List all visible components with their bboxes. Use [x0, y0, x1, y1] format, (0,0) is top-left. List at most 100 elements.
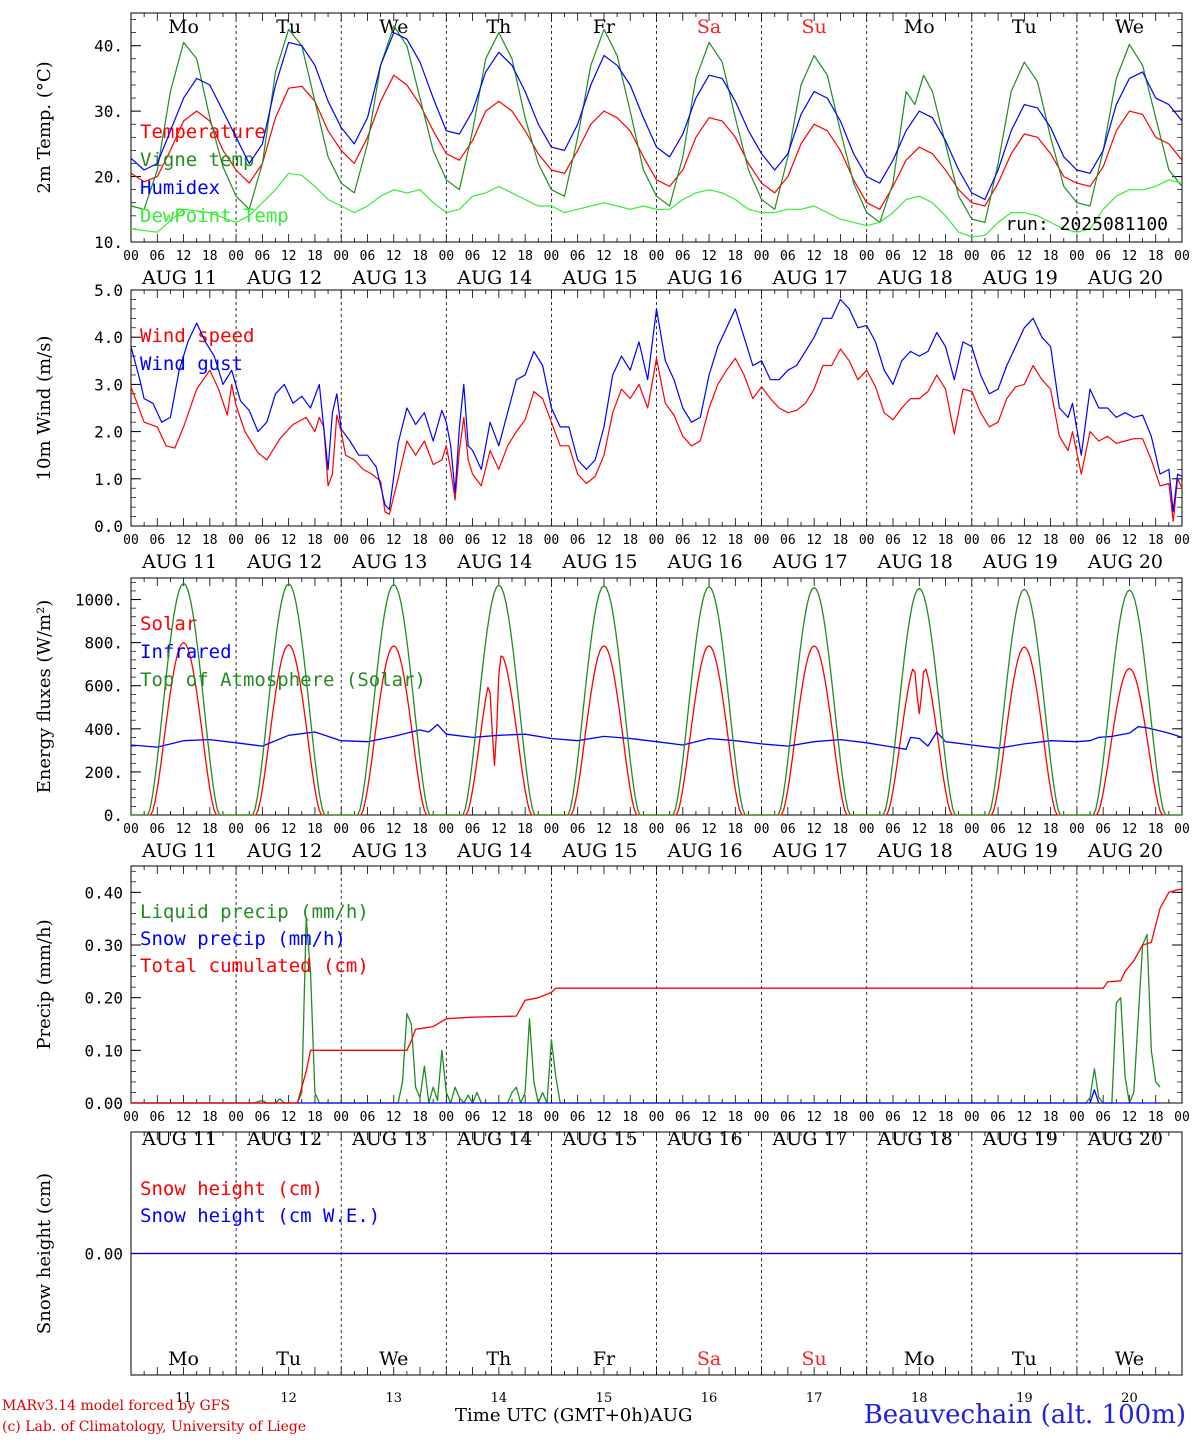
precip-hour-label: 00	[544, 1110, 560, 1125]
precip-hour-label: 00	[123, 1110, 139, 1125]
precip-hour-label: 12	[1122, 1110, 1138, 1125]
precip-hour-label: 18	[202, 1110, 218, 1125]
wind-hour-label: 06	[360, 533, 376, 548]
energy-hour-label: 12	[281, 822, 297, 837]
temperature-hour-label: 06	[885, 249, 901, 264]
temperature-weekday-label: Tu	[276, 16, 301, 38]
temperature-hour-label: 06	[570, 249, 586, 264]
energy-hour-label: 06	[990, 822, 1006, 837]
precip-legend-entry: Snow precip (mm/h)	[140, 928, 346, 950]
precip-hour-label: 12	[806, 1110, 822, 1125]
wind-y-tick-label: 1.0	[94, 470, 123, 489]
energy-hour-label: 06	[1095, 822, 1111, 837]
temperature-hour-label: 06	[255, 249, 271, 264]
temperature-date-label: AUG 12	[246, 267, 322, 289]
precip-hour-label: 18	[727, 1110, 743, 1125]
wind-y-tick-label: 3.0	[94, 375, 123, 394]
energy-hour-label: 00	[228, 822, 244, 837]
day-number-label: 11	[175, 1391, 192, 1406]
snow-weekday-label: We	[379, 1348, 408, 1370]
snow-legend-entry: Snow height (cm W.E.)	[140, 1205, 380, 1227]
precip-hour-label: 18	[307, 1110, 323, 1125]
precip-hour-label: 06	[255, 1110, 271, 1125]
temperature-hour-label: 18	[202, 249, 218, 264]
temperature-y-tick-label: 20.	[94, 168, 123, 187]
snow-weekday-label: Tu	[276, 1348, 301, 1370]
temperature-hour-label: 12	[1017, 249, 1033, 264]
temperature-hour-label: 06	[990, 249, 1006, 264]
wind-legend-entry: Wind gust	[140, 353, 243, 375]
energy-hour-label: 06	[570, 822, 586, 837]
day-number-label: 18	[911, 1391, 928, 1406]
wind-hour-label: 18	[307, 533, 323, 548]
wind-hour-label: 00	[544, 533, 560, 548]
temperature-hour-label: 12	[176, 249, 192, 264]
snow-weekday-label: Mo	[904, 1348, 935, 1370]
wind-date-label: AUG 16	[666, 551, 742, 573]
temperature-hour-label: 00	[544, 249, 560, 264]
energy-hour-label: 06	[780, 822, 796, 837]
wind-y-tick-label: 5.0	[94, 281, 123, 300]
temperature-hour-label: 18	[307, 249, 323, 264]
wind-hour-label: 18	[1043, 533, 1059, 548]
energy-legend-entry: Top of Atmosphere (Solar)	[140, 669, 426, 691]
energy-hour-label: 06	[885, 822, 901, 837]
wind-hour-label: 00	[438, 533, 454, 548]
temperature-date-label: AUG 20	[1087, 267, 1163, 289]
precip-hour-label: 06	[570, 1110, 586, 1125]
precip-date-label: AUG 11	[141, 1128, 217, 1150]
precip-date-label: AUG 16	[666, 1128, 742, 1150]
wind-hour-label: 00	[1069, 533, 1085, 548]
wind-date-label: AUG 17	[772, 551, 848, 573]
snow-weekday-label: Sa	[697, 1348, 721, 1370]
energy-hour-label: 12	[1017, 822, 1033, 837]
precip-hour-label: 00	[1069, 1110, 1085, 1125]
precip-hour-label: 12	[491, 1110, 507, 1125]
energy-legend-entry: Infrared	[140, 641, 232, 663]
precip-legend-entry: Liquid precip (mm/h)	[140, 901, 369, 923]
temperature-weekday-label: We	[1115, 16, 1144, 38]
energy-hour-label: 12	[1122, 822, 1138, 837]
energy-date-label: AUG 12	[246, 840, 322, 862]
temperature-y-tick-label: 10.	[94, 233, 123, 252]
wind-hour-label: 18	[517, 533, 533, 548]
temperature-hour-label: 12	[281, 249, 297, 264]
wind-hour-label: 18	[622, 533, 638, 548]
precip-date-label: AUG 13	[351, 1128, 427, 1150]
day-number-label: 20	[1121, 1391, 1138, 1406]
wind-date-label: AUG 18	[877, 551, 953, 573]
model-credit-line: MARv3.14 model forced by GFS	[2, 1398, 231, 1414]
energy-hour-label: 18	[833, 822, 849, 837]
precip-hour-label: 18	[622, 1110, 638, 1125]
day-number-label: 15	[596, 1391, 613, 1406]
energy-date-label: AUG 17	[772, 840, 848, 862]
energy-hour-label: 18	[307, 822, 323, 837]
temperature-date-label: AUG 13	[351, 267, 427, 289]
energy-date-label: AUG 11	[141, 840, 217, 862]
energy-hour-label: 18	[727, 822, 743, 837]
energy-date-label: AUG 13	[351, 840, 427, 862]
energy-hour-label: 12	[491, 822, 507, 837]
temperature-hour-label: 12	[491, 249, 507, 264]
precip-hour-label: 12	[386, 1110, 402, 1125]
energy-hour-label: 12	[911, 822, 927, 837]
temperature-hour-label: 00	[754, 249, 770, 264]
precip-hour-label: 12	[911, 1110, 927, 1125]
temperature-y-tick-label: 40.	[94, 37, 123, 56]
precip-hour-label: 06	[465, 1110, 481, 1125]
energy-y-axis-title: Energy fluxes (W/m²)	[34, 600, 55, 794]
energy-y-tick-label: 200.	[84, 763, 123, 782]
snow-weekday-label: Th	[486, 1348, 511, 1370]
wind-date-label: AUG 14	[456, 551, 532, 573]
temperature-series-vigne-temp	[130, 25, 1183, 223]
precip-hour-label: 12	[596, 1110, 612, 1125]
temperature-hour-label: 06	[675, 249, 691, 264]
energy-hour-label: 00	[964, 822, 980, 837]
energy-hour-label: 06	[360, 822, 376, 837]
precip-hour-label: 06	[149, 1110, 165, 1125]
wind-hour-label: 06	[780, 533, 796, 548]
energy-y-tick-label: 800.	[84, 634, 123, 653]
energy-series-infrared	[130, 723, 1183, 750]
wind-hour-label: 12	[491, 533, 507, 548]
wind-hour-label: 00	[228, 533, 244, 548]
